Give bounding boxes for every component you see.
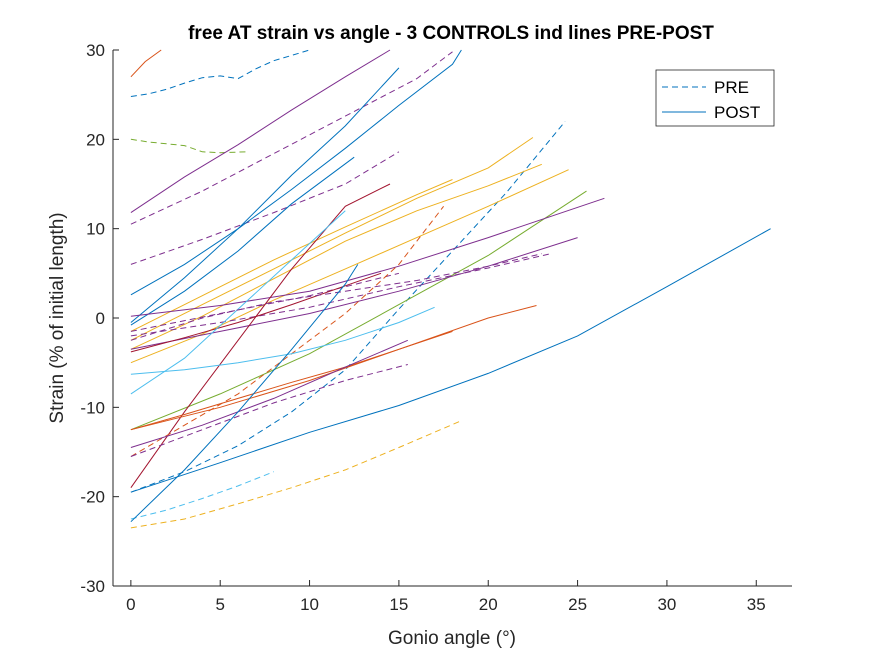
series-layer (130, 49, 771, 529)
series-line-8-post (130, 156, 355, 326)
series-line-18-pre (130, 272, 400, 332)
series-line-2-post (130, 49, 162, 78)
y-tick-label: 20 (86, 130, 105, 149)
x-tick-label: 20 (479, 595, 498, 614)
legend: PRE POST (655, 69, 775, 127)
x-tick-label: 10 (300, 595, 319, 614)
series-line-0-pre (130, 49, 310, 97)
series-line-27-pre (130, 420, 462, 529)
y-axis-label: Strain (% of initial length) (47, 212, 68, 423)
series-line-32-post (130, 264, 359, 523)
series-line-1-pre (130, 138, 248, 154)
y-tick-label: -30 (80, 577, 105, 596)
series-line-6-post (130, 49, 462, 296)
series-line-29-post (130, 339, 408, 448)
y-tick-label: 30 (86, 41, 105, 60)
legend-pre-label: PRE (714, 78, 749, 97)
chart-title: free AT strain vs angle - 3 CONTROLS ind… (188, 23, 714, 44)
series-line-28-post (130, 228, 771, 493)
series-line-15-post (130, 197, 605, 317)
legend-box (655, 69, 775, 127)
series-line-10-post (130, 137, 534, 341)
y-tick-label: -10 (80, 398, 105, 417)
series-line-12-post (130, 169, 569, 364)
series-line-14-post (130, 190, 587, 431)
series-line-24-post (130, 306, 435, 375)
series-line-17-pre (130, 253, 551, 337)
series-line-11-post (130, 163, 542, 350)
series-line-16-post (130, 237, 578, 350)
series-line-9-pre (130, 121, 566, 493)
series-line-20-post (130, 183, 391, 488)
series-line-4-pre (130, 51, 453, 225)
y-ticks: -30 -20 -10 0 10 20 30 (80, 41, 119, 596)
x-tick-label: 30 (657, 595, 676, 614)
series-line-3-post (130, 49, 391, 214)
x-ticks: 0 5 10 15 20 25 30 35 (126, 580, 766, 614)
series-line-25-post (130, 210, 346, 395)
series-line-31-pre (130, 253, 542, 341)
x-tick-label: 15 (389, 595, 408, 614)
legend-post-label: POST (714, 103, 760, 122)
x-tick-label: 0 (126, 595, 135, 614)
x-tick-label: 35 (747, 595, 766, 614)
x-axis-label: Gonio angle (°) (388, 628, 516, 649)
series-line-19-post (130, 272, 382, 353)
series-line-30-pre (130, 364, 408, 457)
series-line-5-pre (130, 151, 400, 265)
y-tick-label: 10 (86, 220, 105, 239)
x-tick-label: 25 (568, 595, 587, 614)
y-tick-label: -20 (80, 488, 105, 507)
series-line-26-pre (130, 471, 274, 520)
series-line-23-post (130, 305, 537, 431)
y-tick-label: 0 (96, 309, 105, 328)
x-tick-label: 5 (215, 595, 224, 614)
series-line-7-post (130, 67, 400, 323)
